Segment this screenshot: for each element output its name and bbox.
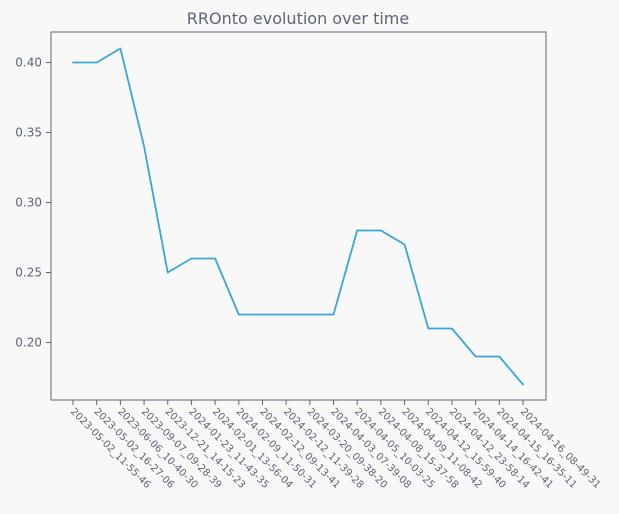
series-layer [72, 47, 524, 386]
x-axis: 2023-05-02_11-55-462023-05-02_16-27-0620… [68, 400, 602, 491]
y-tick-label: 0.40 [15, 56, 42, 70]
plot-area [50, 31, 547, 401]
y-tick-label: 0.30 [15, 196, 42, 210]
y-tick-label: 0.20 [15, 336, 42, 350]
series-line [72, 47, 524, 386]
y-tick-label: 0.35 [15, 126, 42, 140]
chart-title: RROnto evolution over time [187, 9, 409, 28]
y-tick-label: 0.25 [15, 266, 42, 280]
y-axis: 0.20 0.25 0.30 0.35 0.40 [15, 56, 51, 350]
